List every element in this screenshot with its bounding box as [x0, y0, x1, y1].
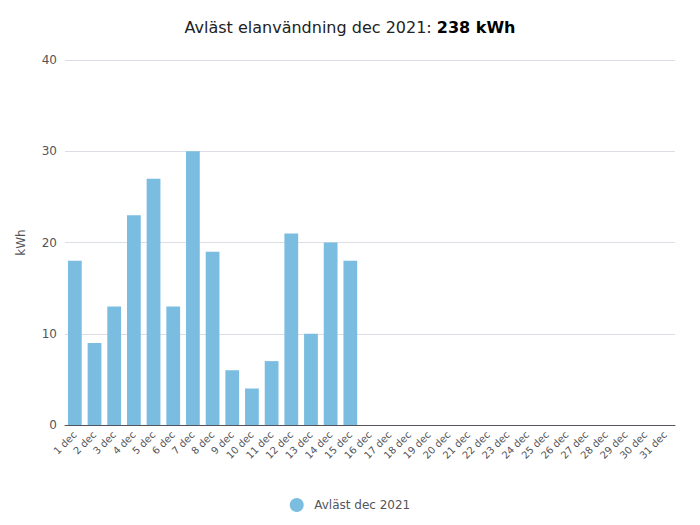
svg-text:9 dec: 9 dec: [208, 429, 237, 457]
svg-text:20: 20: [42, 236, 57, 250]
svg-text:6 dec: 6 dec: [149, 429, 178, 457]
svg-text:kWh: kWh: [14, 229, 28, 255]
svg-text:19 dec: 19 dec: [401, 429, 433, 461]
svg-text:2 dec: 2 dec: [71, 429, 99, 457]
svg-text:3 dec: 3 dec: [90, 429, 119, 457]
svg-text:22 dec: 22 dec: [460, 429, 492, 461]
svg-text:1 dec: 1 dec: [51, 429, 79, 457]
svg-text:20 dec: 20 dec: [420, 429, 453, 461]
svg-text:13 dec: 13 dec: [283, 429, 315, 461]
svg-text:Avläst dec 2021: Avläst dec 2021: [314, 498, 410, 512]
svg-text:40: 40: [42, 53, 57, 67]
svg-text:25 dec: 25 dec: [519, 429, 551, 461]
svg-text:5 dec: 5 dec: [130, 429, 158, 457]
svg-text:12 dec: 12 dec: [263, 429, 296, 461]
svg-text:23 dec: 23 dec: [479, 429, 512, 461]
svg-text:4 dec: 4 dec: [110, 429, 138, 457]
svg-text:0: 0: [49, 418, 57, 432]
svg-text:8 dec: 8 dec: [189, 429, 217, 457]
svg-text:31 dec: 31 dec: [637, 429, 669, 461]
svg-text:14 dec: 14 dec: [302, 429, 335, 461]
svg-text:24 dec: 24 dec: [499, 429, 532, 461]
svg-text:29 dec: 29 dec: [598, 429, 630, 461]
svg-text:238 kWh: 238 kWh: [437, 18, 516, 37]
svg-text:21 dec: 21 dec: [440, 429, 473, 461]
svg-text:Avläst elanvändning dec 2021:: Avläst elanvändning dec 2021:: [185, 18, 437, 37]
svg-text:28 dec: 28 dec: [578, 429, 610, 461]
svg-text:26 dec: 26 dec: [538, 429, 571, 461]
svg-text:18 dec: 18 dec: [381, 429, 414, 461]
svg-text:27 dec: 27 dec: [558, 429, 591, 461]
svg-text:16 dec: 16 dec: [342, 429, 374, 461]
svg-text:30: 30: [42, 144, 57, 158]
svg-text:15 dec: 15 dec: [322, 429, 355, 461]
svg-text:17 dec: 17 dec: [361, 429, 394, 461]
svg-text:30 dec: 30 dec: [617, 429, 650, 461]
svg-text:11 dec: 11 dec: [243, 429, 276, 461]
svg-text:7 dec: 7 dec: [169, 429, 197, 457]
svg-text:10: 10: [42, 327, 57, 341]
svg-text:10 dec: 10 dec: [224, 429, 256, 461]
